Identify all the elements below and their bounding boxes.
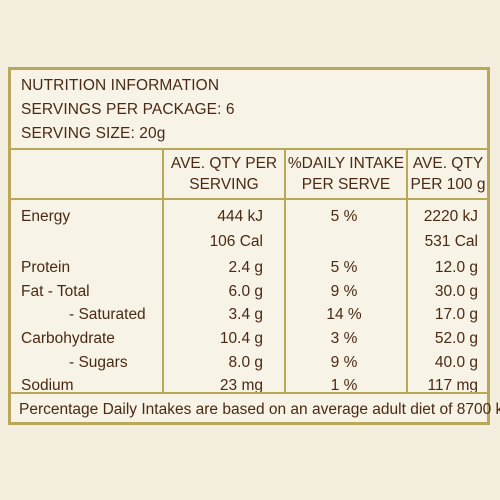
nutrition-header: NUTRITION INFORMATION SERVINGS PER PACKA… xyxy=(11,70,487,150)
per-serving-value: 2.4 g xyxy=(228,259,263,276)
daily-intake-value: 1 % xyxy=(330,377,358,394)
header-per-100g-line1: AVE. QTY xyxy=(412,155,484,172)
header-per-serving: AVE. QTY PER SERVING xyxy=(164,153,284,195)
per-100g-value: 52.0 g xyxy=(434,330,478,347)
row-energy-kj: Energy 444 kJ 5 % 2220 kJ xyxy=(11,205,487,229)
daily-intake-value: 5 % xyxy=(330,208,358,225)
per-100g-value: 2220 kJ xyxy=(423,208,478,225)
header-per-100g-line2: PER 100 g xyxy=(410,176,486,193)
column-divider xyxy=(284,148,286,392)
column-divider xyxy=(406,148,408,392)
per-serving-value: 6.0 g xyxy=(228,283,263,300)
nutrient-label: - Sugars xyxy=(69,354,128,371)
per-serving-value: 444 kJ xyxy=(217,208,263,225)
column-divider xyxy=(162,148,164,392)
daily-intake-value: 9 % xyxy=(330,354,358,371)
row-fat-total: Fat - Total 6.0 g 9 % 30.0 g xyxy=(11,280,487,304)
nutrient-label: Energy xyxy=(21,208,71,225)
daily-intake-value: 9 % xyxy=(330,283,358,300)
per-serving-value: 106 Cal xyxy=(209,233,263,250)
header-daily-intake-line2: PER SERVE xyxy=(301,176,391,193)
per-serving-value: 8.0 g xyxy=(228,354,263,371)
row-energy-cal: 106 Cal 531 Cal xyxy=(11,230,487,254)
per-100g-value: 12.0 g xyxy=(434,259,478,276)
header-daily-intake: %DAILY INTAKE PER SERVE xyxy=(286,153,406,195)
row-protein: Protein 2.4 g 5 % 12.0 g xyxy=(11,256,487,280)
daily-intake-value: 5 % xyxy=(330,259,358,276)
header-per-serving-line1: AVE. QTY PER xyxy=(170,155,278,172)
per-serving-value: 3.4 g xyxy=(228,306,263,323)
nutrient-label: Carbohydrate xyxy=(21,330,115,347)
nutrient-label: Sodium xyxy=(21,377,74,394)
nutrient-label: Protein xyxy=(21,259,71,276)
nutrient-label: Fat - Total xyxy=(21,283,90,300)
daily-intake-value: 3 % xyxy=(330,330,358,347)
row-carbohydrate: Carbohydrate 10.4 g 3 % 52.0 g xyxy=(11,327,487,351)
nutrition-panel: NUTRITION INFORMATION SERVINGS PER PACKA… xyxy=(8,67,500,425)
servings-per-package: SERVINGS PER PACKAGE: 6 xyxy=(21,101,235,118)
per-100g-value: 117 mg xyxy=(427,377,478,394)
daily-intake-value: 14 % xyxy=(326,306,362,323)
per-100g-value: 30.0 g xyxy=(434,283,478,300)
header-per-100g: AVE. QTY PER 100 g xyxy=(408,153,488,195)
nutrition-footer: Percentage Daily Intakes are based on an… xyxy=(11,392,500,422)
daily-intake-note: Percentage Daily Intakes are based on an… xyxy=(19,401,500,418)
per-serving-value: 10.4 g xyxy=(219,330,263,347)
nutrition-title: NUTRITION INFORMATION xyxy=(21,77,220,94)
row-sodium: Sodium 23 mg 1 % 117 mg xyxy=(11,374,487,398)
nutrient-label: - Saturated xyxy=(69,306,146,323)
per-100g-value: 40.0 g xyxy=(434,354,478,371)
row-sugars: - Sugars 8.0 g 9 % 40.0 g xyxy=(11,351,487,375)
row-saturated: - Saturated 3.4 g 14 % 17.0 g xyxy=(11,303,487,327)
per-100g-value: 17.0 g xyxy=(434,306,478,323)
per-serving-value: 23 mg xyxy=(219,377,263,394)
per-100g-value: 531 Cal xyxy=(424,233,478,250)
header-daily-intake-line1: %DAILY INTAKE xyxy=(287,155,405,172)
header-per-serving-line2: SERVING xyxy=(189,176,259,193)
column-headers: AVE. QTY PER SERVING %DAILY INTAKE PER S… xyxy=(11,148,487,200)
serving-size: SERVING SIZE: 20g xyxy=(21,125,166,142)
